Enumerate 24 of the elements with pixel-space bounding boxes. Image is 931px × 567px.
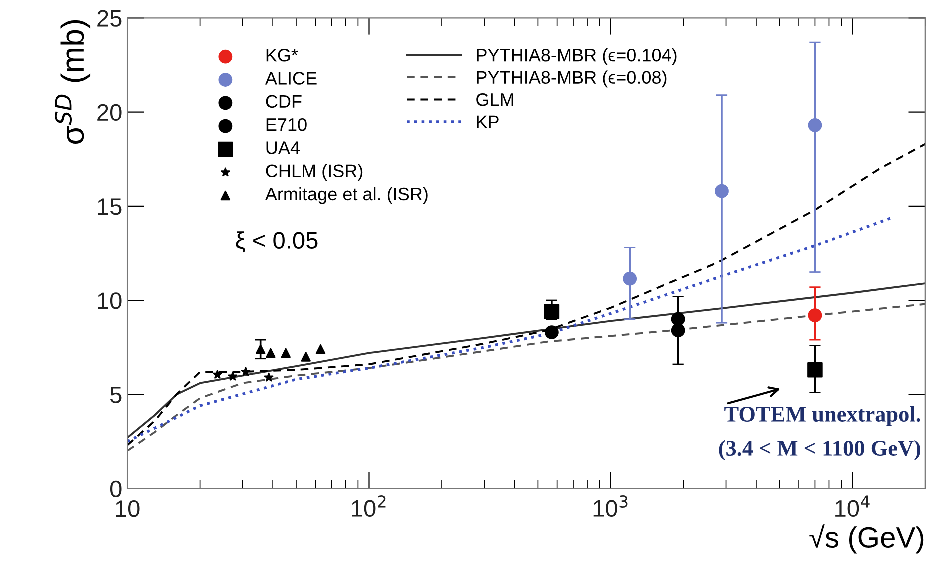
y-tick-label: 10 <box>98 292 122 310</box>
legend-label: UA4 <box>266 142 300 154</box>
legend-label: KG* <box>266 48 298 62</box>
y-tick-label: 5 <box>110 386 122 404</box>
y-axis-title: σ$^{SD}$ (mb) <box>55 20 91 144</box>
legend-label: KP <box>477 116 499 128</box>
legend-label: CHLM (ISR) <box>266 164 363 182</box>
y-tick-label: 25 <box>98 10 122 27</box>
x-tick-label: 10$^{3}$ <box>594 495 628 518</box>
legend-label: E710 <box>266 118 307 132</box>
legend-label: Armitage et al. (ISR) <box>265 187 428 204</box>
y-tick-label: 15 <box>98 198 122 216</box>
legend-label: ALICE <box>265 72 317 85</box>
x-axis-title: √s (GeV) <box>810 524 924 554</box>
annotation: TOTEM unextrapol. (3.4 < M < 1100 GeV) <box>719 406 920 461</box>
annotation: ξ < 0.05 <box>236 232 318 253</box>
legend-label: GLM <box>476 93 514 106</box>
x-tick-label: 10$^{2}$ <box>352 495 386 518</box>
y-tick-label: 0 <box>110 480 122 498</box>
y-tick-label: 20 <box>98 104 122 122</box>
legend-label: PYTHIA8-MBR (ϵ=0.104) <box>477 48 677 66</box>
legend-label: CDF <box>266 95 302 108</box>
legend-label: PYTHIA8-MBR (ϵ=0.08) <box>477 70 667 88</box>
x-tick-label: 10$^{4}$ <box>836 496 870 518</box>
